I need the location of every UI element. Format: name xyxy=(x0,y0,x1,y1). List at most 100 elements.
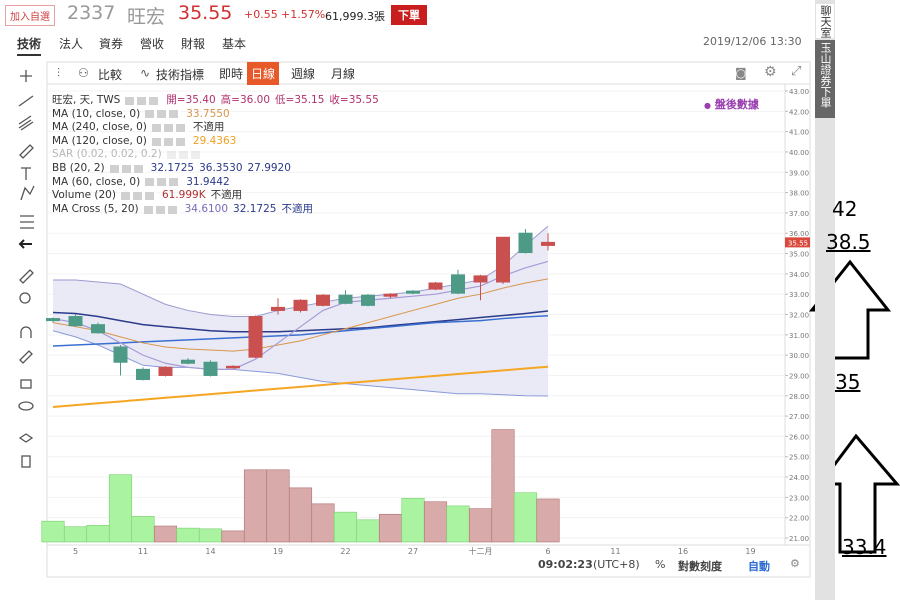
legend-icons[interactable] xyxy=(166,151,203,160)
volume-bar xyxy=(446,505,470,543)
y-tick-label: 21.00 xyxy=(789,535,809,543)
y-tick-label: 37.00 xyxy=(789,210,809,218)
annotation: 42 xyxy=(832,197,858,221)
legend-icons[interactable] xyxy=(143,205,180,214)
interval-button[interactable]: 日線 xyxy=(247,62,280,85)
legend-value: 27.9920 xyxy=(247,161,291,174)
y-tick-label: 29.00 xyxy=(789,372,809,380)
change: +0.55 xyxy=(244,8,278,21)
volume-bar xyxy=(378,513,403,543)
x-tick-label: 27 xyxy=(408,547,418,556)
x-tick-label: 19 xyxy=(273,547,283,556)
legend-icons[interactable] xyxy=(125,96,162,105)
candle-body xyxy=(158,366,173,376)
candle-body xyxy=(428,282,443,290)
candle-body xyxy=(226,365,240,369)
legend-icons[interactable] xyxy=(145,110,182,119)
prediction-tool[interactable] xyxy=(20,215,34,229)
legend-icons[interactable] xyxy=(151,123,188,132)
indicator-line xyxy=(52,365,549,408)
candle-body xyxy=(473,275,488,283)
bars-icon[interactable]: ⫶ xyxy=(57,66,61,80)
side-strip xyxy=(815,0,835,600)
layers-tool[interactable] xyxy=(18,433,34,443)
y-tick-label: 30.00 xyxy=(789,352,809,360)
legend-label: MA (10, close, 0) xyxy=(52,107,141,120)
legend: 旺宏, 天, TWS 開=35.40 高=36.00 低=35.15 收=35.55 MA… xyxy=(52,94,379,216)
magnet-tool[interactable] xyxy=(20,326,32,338)
tab[interactable]: 基本 xyxy=(222,37,247,51)
screenshot-button[interactable]: ◙ xyxy=(735,66,747,80)
tab[interactable]: 營收 xyxy=(140,37,165,51)
volume-bar xyxy=(401,497,425,543)
volume: 61,999.3張 xyxy=(325,10,385,23)
ruler-tool[interactable] xyxy=(19,269,34,284)
brush-tool[interactable] xyxy=(19,144,34,159)
tab[interactable]: 技術 xyxy=(17,35,42,56)
legend-icons[interactable] xyxy=(109,164,146,173)
visibility-tool[interactable] xyxy=(18,401,34,411)
legend-label: MA (240, close, 0) xyxy=(52,121,147,134)
tab[interactable]: 財報 xyxy=(181,37,206,51)
legend-value: 收=35.55 xyxy=(329,94,379,106)
line-tool[interactable] xyxy=(18,95,34,107)
candle-body xyxy=(338,294,353,304)
x-tick-label: 19 xyxy=(745,547,755,556)
text-tool[interactable] xyxy=(21,167,31,180)
interval-button[interactable]: 月線 xyxy=(331,67,356,81)
candle-body xyxy=(203,361,218,376)
legend-value: 32.1725 xyxy=(150,161,195,174)
draw-mode-tool[interactable] xyxy=(19,350,33,364)
tab[interactable]: 法人 xyxy=(59,37,84,51)
chat-tab[interactable]: 聊天室 xyxy=(816,4,834,38)
legend-icons[interactable] xyxy=(120,191,157,200)
indicator-line xyxy=(52,260,549,370)
price: 35.55 xyxy=(178,2,233,24)
interval-button[interactable]: 週線 xyxy=(291,67,316,81)
delete-tool[interactable] xyxy=(21,455,31,468)
x-tick-label: 11 xyxy=(610,547,620,556)
volume-bar xyxy=(513,492,538,543)
order-button[interactable]: 下單 xyxy=(391,5,427,25)
candle-body xyxy=(496,236,510,283)
legend-icons[interactable] xyxy=(145,178,182,187)
log-scale-button[interactable]: 對數刻度 xyxy=(678,560,722,573)
interval-button[interactable]: 即時 xyxy=(219,67,244,81)
legend-icons[interactable] xyxy=(151,137,188,146)
y-tick-label: 28.00 xyxy=(789,393,809,401)
candle-body xyxy=(271,306,285,311)
y-tick-label: 32.00 xyxy=(789,312,809,320)
legend-value: 低=35.15 xyxy=(275,94,325,106)
crosshair-tool[interactable] xyxy=(20,70,32,82)
legend-value: 33.7550 xyxy=(186,107,230,120)
volume-bar xyxy=(536,498,560,543)
last-price-tag xyxy=(785,237,810,248)
fullscreen-button[interactable]: ⤢ xyxy=(791,64,802,79)
auto-button[interactable]: 自動 xyxy=(748,560,770,573)
percent-button[interactable]: % xyxy=(655,558,666,571)
legend-value: 高=36.00 xyxy=(220,94,271,106)
fib-tool[interactable] xyxy=(18,115,34,131)
volume-bar xyxy=(131,516,155,543)
legend-row: MA (10, close, 0) 33.7550 xyxy=(52,108,379,122)
after-hours-label[interactable]: ● 盤後數據 xyxy=(704,98,759,111)
pattern-tool[interactable] xyxy=(20,185,35,201)
indicators-button[interactable]: 技術指標 xyxy=(156,68,205,82)
tab[interactable]: 資券 xyxy=(99,37,124,51)
legend-row: SAR (0.02, 0.02, 0.2) xyxy=(52,148,379,162)
broker-tab[interactable]: 玉山證券下單 xyxy=(819,42,832,108)
y-tick-label: 27.00 xyxy=(789,413,809,421)
volume-bar xyxy=(288,487,313,543)
axis-settings[interactable]: ⚙ xyxy=(790,557,800,570)
zoom-tool[interactable] xyxy=(19,292,31,304)
watch-button[interactable]: 加入自選 xyxy=(5,5,55,26)
legend-value: 不適用 xyxy=(210,189,243,202)
legend-value: 61.999K xyxy=(161,189,206,202)
settings-button[interactable]: ⚙ xyxy=(764,64,777,80)
volume-bar xyxy=(153,525,178,543)
lock-tool[interactable] xyxy=(20,379,32,389)
compare-button[interactable]: 比較 xyxy=(98,68,123,82)
back-tool[interactable] xyxy=(18,239,32,249)
volume-bar xyxy=(41,520,65,543)
